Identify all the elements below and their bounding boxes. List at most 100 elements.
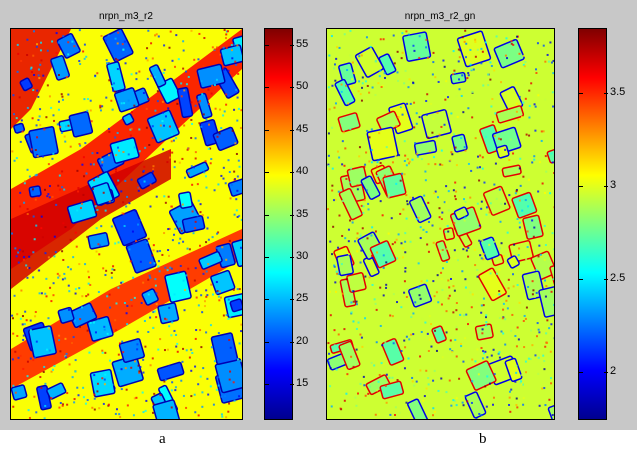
heatmap-speckle [519, 157, 522, 160]
heatmap-speckle [219, 108, 222, 111]
heatmap-speckle [379, 286, 382, 289]
heatmap-speckle [128, 248, 131, 251]
heatmap-speckle [98, 407, 101, 410]
heatmap-speckle [533, 226, 536, 229]
heatmap-speckle [86, 235, 89, 238]
heatmap-speckle [524, 199, 527, 202]
heatmap-speckle [398, 411, 401, 414]
heatmap-speckle [396, 378, 399, 381]
heatmap-speckle [512, 152, 515, 155]
heatmap-speckle [120, 281, 123, 284]
heatmap-speckle [514, 334, 517, 337]
heatmap-speckle [442, 59, 445, 62]
heatmap-speckle [387, 232, 390, 235]
heatmap-speckle [36, 43, 39, 46]
heatmap-speckle [166, 161, 169, 164]
heatmap-speckle [85, 295, 88, 298]
heatmap-speckle [101, 161, 104, 164]
heatmap-speckle [370, 128, 373, 131]
heatmap-speckle [104, 373, 107, 376]
heatmap-speckle [161, 253, 164, 256]
heatmap-speckle [185, 83, 188, 86]
heatmap-speckle [452, 73, 455, 76]
heatmap-speckle [363, 45, 366, 48]
heatmap-speckle [198, 122, 201, 125]
heatmap-speckle [448, 379, 451, 382]
heatmap-speckle [438, 216, 441, 219]
heatmap-speckle [33, 73, 36, 76]
heatmap-speckle [425, 369, 428, 372]
heatmap-speckle [194, 411, 197, 414]
heatmap-speckle [203, 305, 206, 308]
heatmap-speckle [402, 247, 405, 250]
heatmap-speckle [76, 169, 79, 172]
heatmap-speckle [51, 368, 54, 371]
heatmap-speckle [368, 276, 371, 279]
heatmap-speckle [164, 378, 167, 381]
heatmap-speckle [220, 127, 223, 130]
heatmap-speckle [493, 135, 496, 138]
heatmap-speckle [520, 199, 523, 202]
colorbar-tick-label: 50 [296, 80, 309, 92]
heatmap-speckle [369, 45, 372, 48]
heatmap-speckle [225, 30, 228, 33]
heatmap-speckle [21, 250, 24, 253]
heatmap-speckle [146, 59, 149, 62]
heatmap-speckle [331, 189, 334, 192]
heatmap-speckle [394, 406, 397, 409]
heatmap-speckle [148, 274, 151, 277]
heatmap-speckle [179, 237, 182, 240]
heatmap-building [106, 61, 126, 93]
heatmap-speckle [527, 178, 530, 181]
heatmap-speckle [330, 35, 333, 38]
heatmap-speckle [379, 38, 382, 41]
heatmap-speckle [420, 280, 423, 283]
heatmap-building [102, 29, 134, 63]
heatmap-speckle [486, 356, 489, 359]
heatmap-speckle [97, 243, 100, 246]
heatmap-speckle [465, 313, 468, 316]
heatmap-speckle [116, 42, 119, 45]
heatmap-speckle [359, 233, 362, 236]
heatmap-speckle [54, 251, 57, 254]
heatmap-speckle [545, 170, 548, 173]
heatmap-speckle [52, 114, 55, 117]
heatmap-speckle [403, 291, 406, 294]
heatmap-speckle [74, 359, 77, 362]
heatmap-speckle [26, 54, 29, 57]
heatmap-building [57, 306, 75, 324]
heatmap-speckle [95, 250, 98, 253]
heatmap-speckle [436, 111, 439, 114]
heatmap-speckle [455, 397, 458, 400]
heatmap-speckle [524, 317, 527, 320]
heatmap-speckle [73, 398, 76, 401]
heatmap-speckle [454, 195, 457, 198]
heatmap-speckle [152, 249, 155, 252]
heatmap-speckle [207, 88, 210, 91]
heatmap-speckle [82, 156, 85, 159]
heatmap-speckle [20, 119, 23, 122]
heatmap-speckle [453, 249, 456, 252]
heatmap-speckle [171, 239, 174, 242]
heatmap-speckle [64, 337, 67, 340]
heatmap-speckle [331, 253, 334, 256]
heatmap-speckle [356, 237, 359, 240]
heatmap-speckle [445, 185, 448, 188]
heatmap-speckle [138, 150, 141, 153]
heatmap-speckle [427, 201, 430, 204]
heatmap-speckle [196, 107, 199, 110]
heatmap-speckle [378, 413, 381, 416]
heatmap-speckle [210, 92, 213, 95]
heatmap-speckle [385, 286, 388, 289]
heatmap-speckle [359, 93, 362, 96]
heatmap-speckle [375, 165, 378, 168]
heatmap-speckle [469, 196, 472, 199]
heatmap-speckle [57, 100, 60, 103]
heatmap-speckle [467, 107, 470, 110]
heatmap-region [11, 149, 171, 289]
heatmap-speckle [92, 309, 95, 312]
heatmap-speckle [425, 38, 428, 41]
heatmap-speckle [204, 175, 207, 178]
heatmap-speckle [40, 59, 43, 62]
heatmap-building [176, 86, 194, 119]
